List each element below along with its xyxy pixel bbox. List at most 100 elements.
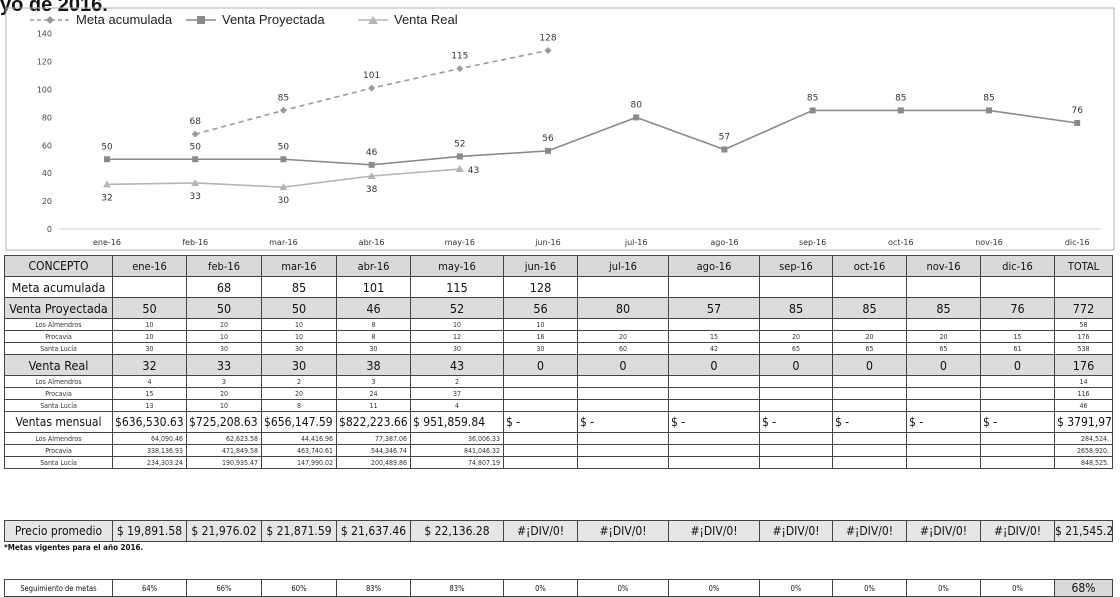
- x-tick-label: abr-16: [359, 238, 385, 247]
- precio-cell: #¡DIV/0!: [668, 520, 760, 542]
- precio-cell: #¡DIV/0!: [906, 520, 981, 542]
- row-cell: 10: [186, 330, 262, 343]
- row-cell: 14: [1054, 375, 1113, 388]
- precio-label: Precio promedio: [4, 520, 113, 542]
- seguimiento-cell: 66%: [186, 579, 262, 597]
- seguimiento-row: Seguimiento de metas 64% 66% 60% 83% 83% 0% 0% 0…: [4, 579, 1113, 597]
- table-row: Venta Real 32 33 30 38 43 0 0 0 0 0 0 0 176: [4, 354, 1113, 376]
- row-cell: 0: [832, 354, 907, 376]
- row-cell: [503, 456, 578, 469]
- seguimiento-cell: 0%: [668, 579, 760, 597]
- row-cell: 77,387.06: [336, 432, 411, 445]
- row-cell: 2: [261, 375, 337, 388]
- row-cell: $725,208.63: [186, 411, 262, 433]
- row-cell: [577, 387, 669, 400]
- seguimiento-cell: 64%: [112, 579, 187, 597]
- row-cell: 4: [410, 399, 504, 412]
- row-cell: 15: [668, 330, 760, 343]
- header-cell: jul-16: [577, 255, 669, 277]
- row-cell: [668, 375, 760, 388]
- row-cell: [906, 444, 981, 457]
- row-cell: $ -: [759, 411, 833, 433]
- row-cell: 38: [336, 354, 411, 376]
- series-point: [368, 84, 376, 92]
- data-label: 57: [719, 132, 730, 142]
- data-label: 56: [542, 134, 554, 144]
- row-cell: 3: [186, 375, 262, 388]
- row-cell: 76: [980, 297, 1055, 319]
- precio-cell: $ 21,976.02: [186, 520, 262, 542]
- row-cell: 128: [503, 276, 578, 298]
- row-cell: 0: [759, 354, 833, 376]
- precio-cell: $ 21,871.59: [261, 520, 337, 542]
- seguimiento-cell: 83%: [336, 579, 411, 597]
- table-row: Procavia 10 10 10 8 12 16 20 15 20 20 20 15 176: [4, 330, 1113, 343]
- row-cell: 46: [336, 297, 411, 319]
- legend-label-real: Venta Real: [394, 12, 458, 27]
- row-cell: [668, 399, 760, 412]
- row-cell: 85: [759, 297, 833, 319]
- row-cell: 52: [410, 297, 504, 319]
- data-label: 80: [630, 100, 642, 110]
- row-label: Los Almendros: [4, 432, 113, 445]
- row-cell: 20: [906, 330, 981, 343]
- x-tick-label: ago-16: [710, 238, 738, 247]
- row-cell: [668, 456, 760, 469]
- row-label: Los Almendros: [4, 318, 113, 331]
- table-row: Venta Proyectada 50 50 50 46 52 56 80 57 85 85 85 76…: [4, 297, 1113, 319]
- row-cell: [577, 318, 669, 331]
- row-cell: 116: [1054, 387, 1113, 400]
- row-label: Venta Proyectada: [4, 297, 113, 319]
- precio-promedio-table: Precio promedio $ 19,891.58 $ 21,976.02 $ 2…: [4, 520, 1113, 542]
- row-cell: 62,623.58: [186, 432, 262, 445]
- row-cell: $ -: [668, 411, 760, 433]
- seguimiento-cell: 0%: [832, 579, 907, 597]
- data-label: 32: [101, 193, 112, 203]
- series-point: [279, 183, 288, 191]
- row-cell: 60: [577, 342, 669, 355]
- x-tick-label: feb-16: [182, 238, 208, 247]
- row-cell: 16: [503, 330, 578, 343]
- series-point: [545, 147, 551, 154]
- series-point: [897, 107, 904, 114]
- data-label: 52: [454, 139, 465, 149]
- row-cell: 0: [980, 354, 1055, 376]
- row-cell: [759, 399, 833, 412]
- row-cell: 65: [832, 342, 907, 355]
- row-cell: 20: [261, 387, 337, 400]
- row-cell: [980, 375, 1055, 388]
- row-cell: [503, 399, 578, 412]
- data-label: 101: [363, 71, 380, 81]
- row-label: Ventas mensual: [4, 411, 113, 433]
- y-tick-label: 120: [37, 58, 52, 67]
- row-cell: [832, 276, 907, 298]
- x-tick-label: oct-16: [888, 238, 914, 247]
- row-cell: 11: [336, 399, 411, 412]
- data-label: 46: [366, 148, 378, 158]
- row-cell: 2658,920.: [1054, 444, 1113, 457]
- row-cell: 848,525.: [1054, 456, 1113, 469]
- row-cell: 0: [577, 354, 669, 376]
- series-point: [986, 107, 992, 114]
- row-cell: [759, 456, 833, 469]
- sales-table: CONCEPTO ene-16 feb-16 mar-16 abr-16 may-16 ju…: [4, 255, 1113, 469]
- row-cell: $656,147.59: [261, 411, 337, 433]
- row-cell: [906, 432, 981, 445]
- row-cell: [832, 456, 907, 469]
- row-cell: [759, 276, 833, 298]
- data-label: 85: [895, 93, 906, 103]
- series-point: [103, 180, 111, 188]
- row-cell: 338,136.93: [112, 444, 187, 457]
- row-cell: 190,935.47: [186, 456, 262, 469]
- row-cell: [668, 276, 760, 298]
- data-label: 50: [278, 142, 290, 152]
- row-cell: 176: [1054, 330, 1113, 343]
- row-cell: 8: [336, 318, 411, 331]
- row-cell: 36,006.33: [410, 432, 504, 445]
- seguimiento-cell: 0%: [980, 579, 1055, 597]
- row-cell: 85: [261, 276, 337, 298]
- series-point: [809, 107, 816, 114]
- header-cell: ago-16: [668, 255, 760, 277]
- row-cell: 85: [906, 297, 981, 319]
- series-point: [279, 106, 287, 114]
